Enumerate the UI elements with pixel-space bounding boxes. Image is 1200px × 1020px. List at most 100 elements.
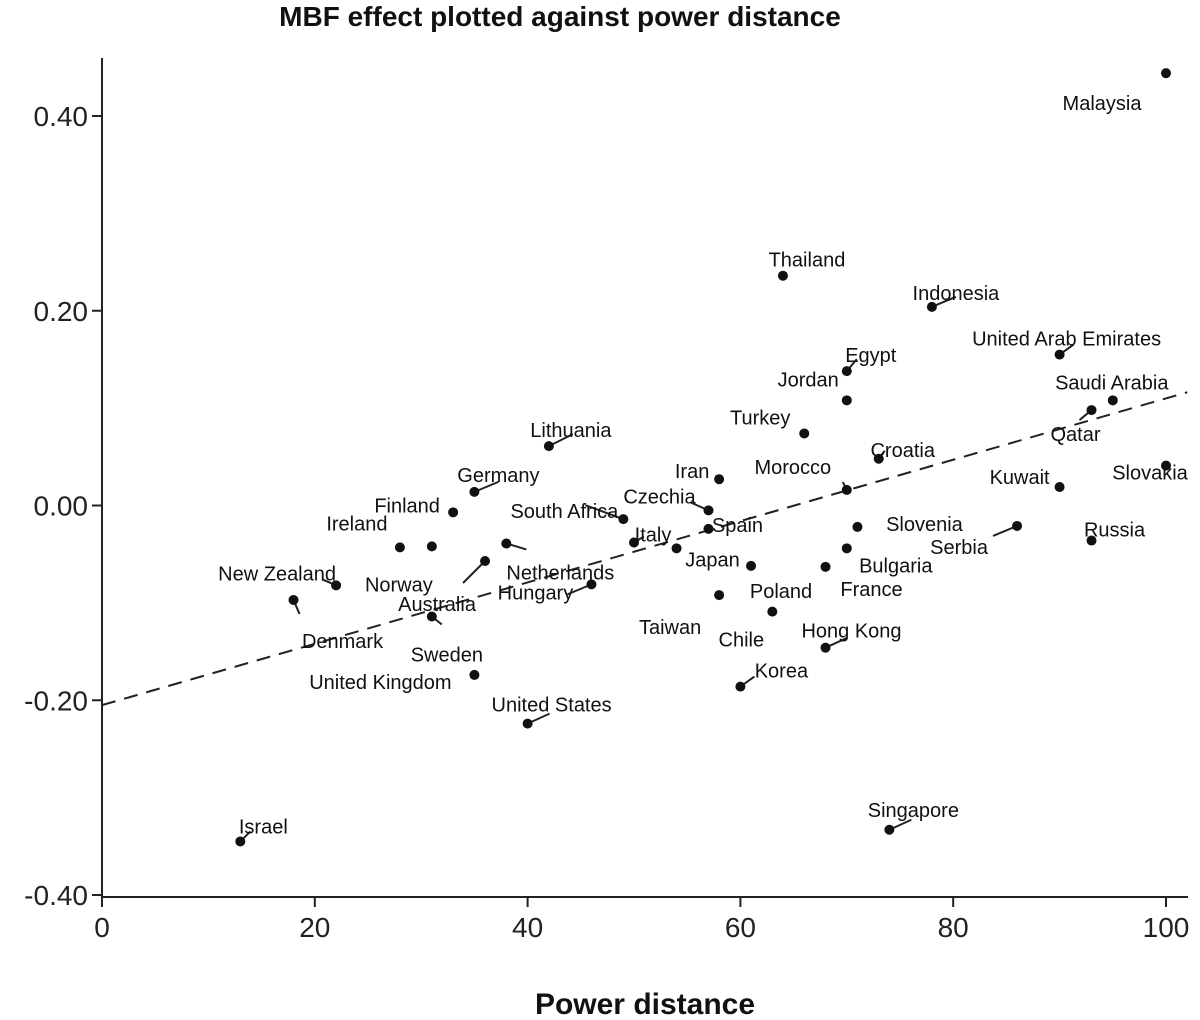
data-point [543, 441, 554, 452]
point-labels-layer: Malaysia Thailand Indonesia United Arab Emi… [218, 93, 1189, 838]
data-point [841, 395, 852, 406]
data-point [331, 580, 342, 591]
data-point [469, 486, 480, 497]
axes-layer: 0 20 40 60 80 100 -0.40 -0.20 0.00 0.20 0.40 [24, 58, 1189, 943]
point-label: Iran [675, 461, 709, 483]
point-label: Ireland [326, 513, 387, 535]
point-label: Malaysia [1063, 93, 1143, 115]
data-point [235, 836, 246, 847]
x-tick-label: 40 [512, 912, 543, 943]
data-point [1161, 460, 1171, 471]
point-label: New Zealand [218, 563, 336, 585]
point-label: Thailand [769, 250, 846, 272]
point-label: Italy [635, 525, 672, 547]
data-point [799, 428, 810, 439]
x-tick-label: 20 [299, 912, 330, 943]
point-label: Australia [398, 594, 477, 616]
data-point [841, 543, 852, 554]
x-tick-label: 60 [725, 912, 756, 943]
point-label: Hungary [498, 582, 574, 604]
data-point [671, 543, 682, 554]
data-point [703, 505, 714, 516]
data-point [426, 541, 437, 552]
y-tick-label: 0.40 [34, 101, 89, 132]
point-label: United Arab Emirates [972, 329, 1161, 351]
point-label: Russia [1084, 520, 1146, 542]
data-point [714, 474, 725, 485]
point-label: Indonesia [913, 283, 1001, 305]
data-point [448, 507, 459, 518]
point-label: Sweden [411, 645, 483, 667]
data-point [820, 561, 831, 572]
data-point [884, 824, 895, 835]
data-point [1054, 481, 1065, 492]
point-label: Netherlands [506, 562, 614, 584]
point-label: Serbia [930, 537, 989, 559]
point-label: Jordan [778, 369, 839, 391]
data-point [469, 669, 480, 680]
point-label: Korea [755, 661, 809, 683]
point-label: Kuwait [990, 467, 1050, 489]
point-label: Egypt [845, 345, 897, 367]
point-label: Singapore [868, 800, 959, 822]
data-point [288, 594, 299, 605]
point-label: Saudi Arabia [1055, 372, 1169, 394]
point-label: Morocco [754, 457, 831, 479]
x-tick-label: 80 [938, 912, 969, 943]
point-label: United States [492, 695, 612, 717]
data-point [480, 556, 491, 567]
point-label: Germany [457, 465, 539, 487]
point-label: Spain [712, 515, 763, 537]
point-label: South Africa [510, 501, 619, 523]
points-layer [235, 68, 1171, 847]
data-point [426, 611, 437, 622]
data-point [703, 523, 714, 534]
data-point [618, 514, 629, 525]
data-point [1012, 520, 1023, 531]
y-tick-label: 0.00 [34, 491, 89, 522]
point-label: Slovakia [1112, 463, 1188, 485]
point-label: Finland [374, 495, 440, 517]
data-point [1161, 68, 1171, 79]
leader-line [585, 504, 624, 521]
point-label: Hong Kong [801, 621, 901, 643]
data-point [841, 484, 852, 495]
point-label: Croatia [870, 440, 935, 462]
point-label: Taiwan [639, 617, 701, 639]
point-label: Denmark [302, 631, 384, 653]
point-label: Qatar [1051, 424, 1101, 446]
data-point [586, 579, 597, 590]
data-point [735, 681, 746, 692]
point-label: Slovenia [886, 514, 964, 536]
point-label: Czechia [623, 486, 696, 508]
point-label: Norway [365, 574, 433, 596]
point-label: Turkey [730, 407, 790, 429]
data-point [714, 590, 725, 601]
data-point [777, 270, 788, 281]
data-point [746, 560, 757, 571]
data-point [501, 538, 512, 549]
point-label: Israel [239, 816, 288, 838]
trendline-layer [101, 391, 1188, 707]
data-point [767, 606, 778, 617]
point-label: France [840, 579, 902, 601]
x-tick-label: 100 [1143, 912, 1190, 943]
data-point [926, 301, 937, 312]
point-label: Poland [750, 581, 812, 603]
y-tick-label: -0.40 [24, 880, 88, 911]
data-point [1086, 535, 1097, 546]
point-label: Bulgaria [859, 555, 933, 577]
data-point [852, 521, 863, 532]
data-point [873, 453, 884, 464]
data-point [820, 642, 831, 653]
x-tick-label: 0 [94, 912, 110, 943]
chart-title: MBF effect plotted against power distanc… [279, 1, 841, 32]
data-point [1086, 405, 1097, 416]
point-label: United Kingdom [309, 672, 451, 694]
data-point [1054, 349, 1065, 360]
data-point [1107, 395, 1118, 406]
data-point [522, 718, 533, 729]
x-axis-title: Power distance [535, 988, 755, 1020]
